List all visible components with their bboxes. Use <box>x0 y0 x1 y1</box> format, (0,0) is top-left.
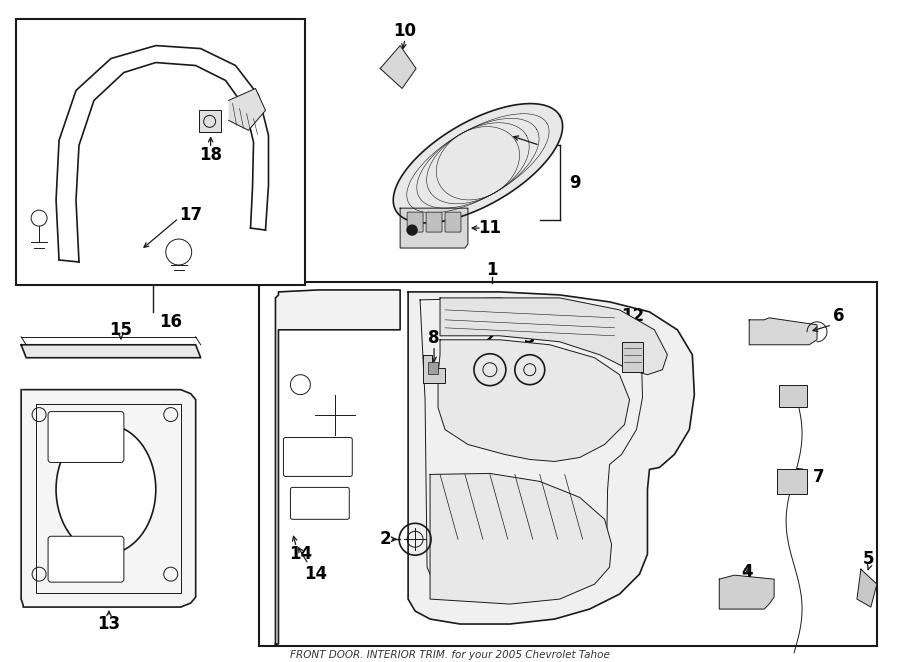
Bar <box>622 342 644 371</box>
Bar <box>199 111 220 132</box>
Text: 18: 18 <box>199 146 222 164</box>
Circle shape <box>407 225 417 235</box>
Polygon shape <box>21 345 201 357</box>
FancyBboxPatch shape <box>407 212 423 232</box>
Text: 8: 8 <box>428 329 440 347</box>
Text: 13: 13 <box>97 615 121 633</box>
Text: 5: 5 <box>863 550 875 568</box>
FancyBboxPatch shape <box>291 487 349 519</box>
Polygon shape <box>440 298 668 375</box>
Text: 14: 14 <box>304 565 327 583</box>
Bar <box>777 469 807 495</box>
Polygon shape <box>21 390 195 607</box>
Text: 1: 1 <box>486 261 498 279</box>
Polygon shape <box>857 569 877 607</box>
Polygon shape <box>430 473 612 604</box>
Text: 2: 2 <box>380 530 391 548</box>
Polygon shape <box>400 208 468 248</box>
Text: 15: 15 <box>110 321 132 339</box>
Polygon shape <box>438 340 629 461</box>
Polygon shape <box>408 292 694 624</box>
Bar <box>779 385 807 406</box>
Polygon shape <box>229 89 266 130</box>
Polygon shape <box>719 575 774 609</box>
Bar <box>258 282 877 646</box>
Polygon shape <box>423 355 445 383</box>
Text: 2: 2 <box>484 329 496 347</box>
Text: 9: 9 <box>569 174 580 192</box>
FancyBboxPatch shape <box>48 412 124 463</box>
Text: 14: 14 <box>289 545 312 563</box>
Text: 3: 3 <box>524 329 536 347</box>
Text: 16: 16 <box>159 313 182 331</box>
Text: 11: 11 <box>479 219 501 237</box>
Text: 6: 6 <box>833 307 845 325</box>
FancyBboxPatch shape <box>426 212 442 232</box>
Polygon shape <box>393 104 562 223</box>
FancyBboxPatch shape <box>284 438 352 477</box>
Bar <box>16 19 305 285</box>
Text: FRONT DOOR. INTERIOR TRIM. for your 2005 Chevrolet Tahoe: FRONT DOOR. INTERIOR TRIM. for your 2005… <box>290 650 610 660</box>
Text: 4: 4 <box>742 563 753 581</box>
Text: 10: 10 <box>393 22 417 40</box>
Polygon shape <box>380 46 416 89</box>
Text: 12: 12 <box>621 307 644 325</box>
Text: 7: 7 <box>814 469 824 487</box>
FancyBboxPatch shape <box>48 536 124 582</box>
Text: 17: 17 <box>179 206 203 224</box>
FancyBboxPatch shape <box>445 212 461 232</box>
Ellipse shape <box>56 424 156 554</box>
Bar <box>428 361 438 373</box>
Polygon shape <box>275 290 400 644</box>
Polygon shape <box>749 318 817 345</box>
